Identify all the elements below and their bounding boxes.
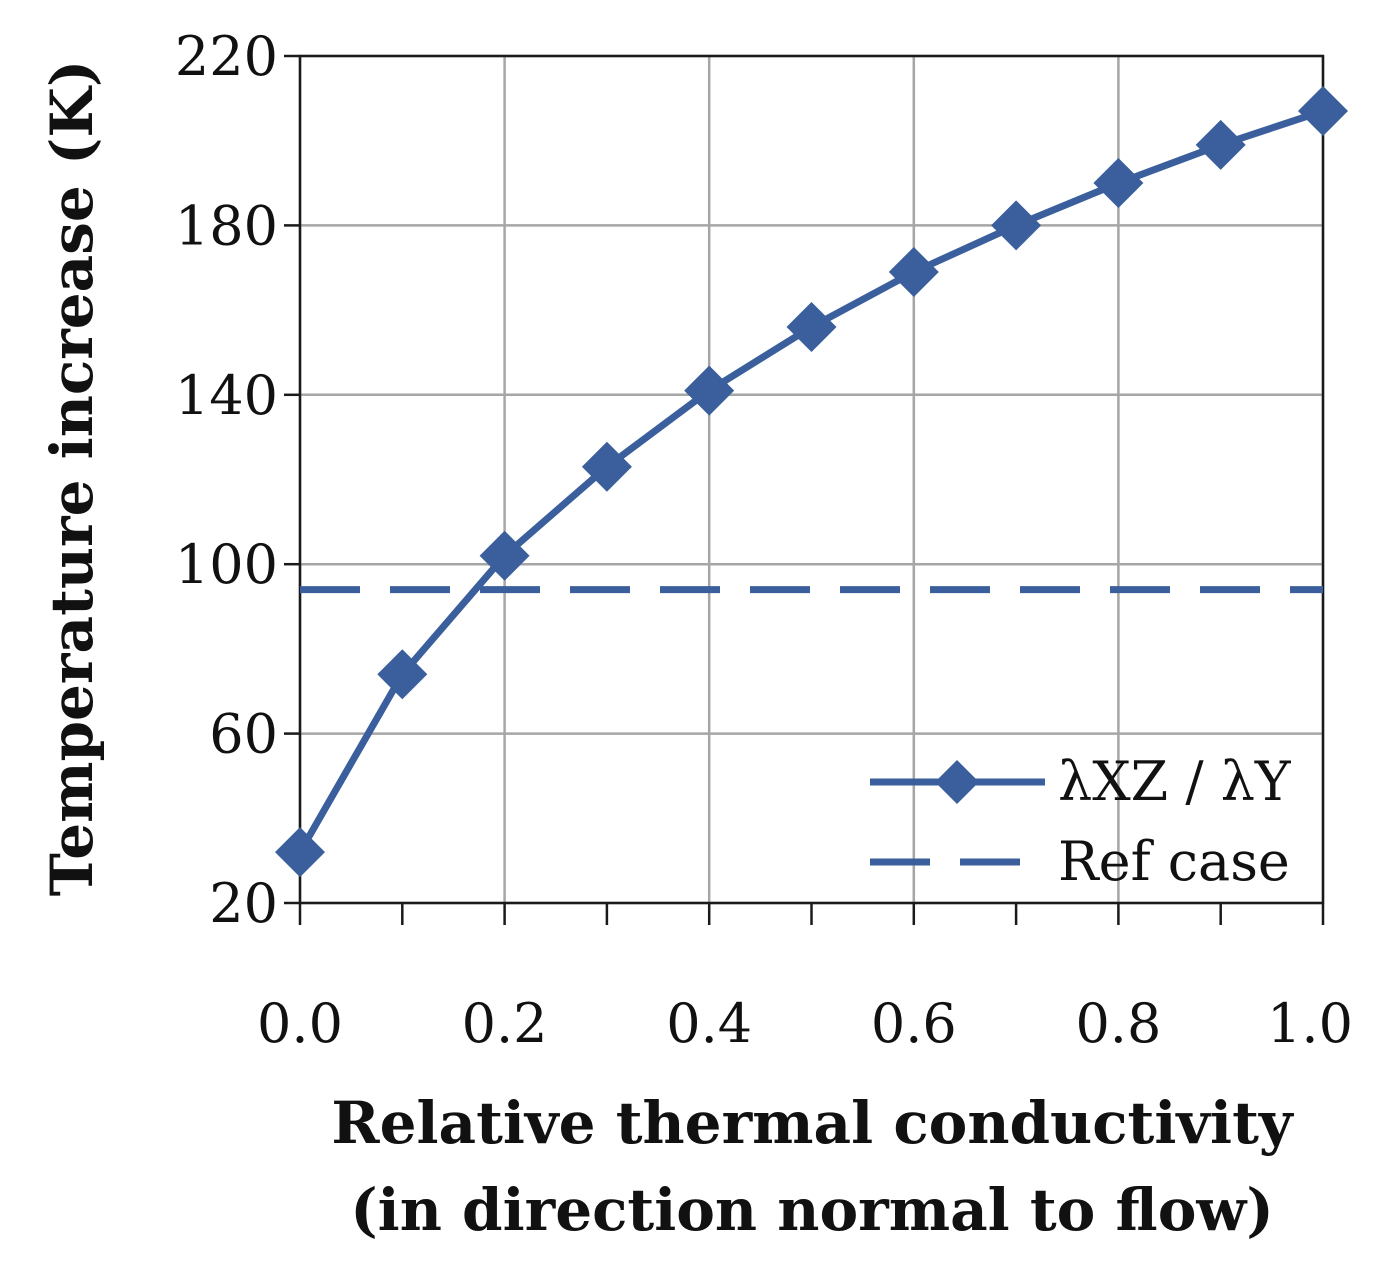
x-tick-label-2: 0.4 — [666, 992, 752, 1055]
y-tick-label-2: 100 — [175, 533, 278, 596]
y-tick-label-5: 220 — [175, 25, 278, 88]
legend: λXZ / λY Ref case — [870, 750, 1292, 893]
x-axis-ticks: 0.0 0.2 0.4 0.6 0.8 1.0 — [257, 903, 1353, 1055]
y-tick-label-1: 60 — [209, 703, 278, 766]
data-point-0 — [275, 827, 325, 878]
x-tick-label-1: 0.2 — [462, 992, 548, 1055]
data-point-10 — [1298, 86, 1348, 137]
data-point-7 — [991, 200, 1042, 251]
y-tick-label-3: 140 — [175, 364, 278, 427]
legend-label-ref-case: Ref case — [1058, 830, 1290, 893]
data-point-4 — [684, 365, 735, 416]
x-axis-title-line-1: Relative thermal conductivity — [331, 1089, 1294, 1157]
y-tick-label-4: 180 — [175, 194, 278, 257]
x-tick-label-5: 1.0 — [1267, 992, 1353, 1055]
y-axis-ticks: 20 60 100 140 180 220 — [175, 25, 300, 935]
x-tick-label-3: 0.6 — [871, 992, 957, 1055]
legend-marker-diamond — [935, 760, 979, 804]
data-point-9 — [1195, 119, 1246, 170]
x-tick-label-4: 0.8 — [1075, 992, 1161, 1055]
y-tick-label-0: 20 — [209, 872, 278, 935]
y-axis-title: Temperature increase (K) — [38, 60, 106, 897]
data-point-3 — [581, 441, 632, 492]
data-point-2 — [479, 530, 530, 581]
series-layer — [275, 86, 1348, 878]
data-point-5 — [786, 302, 837, 353]
series-line-1 — [296, 107, 1325, 854]
data-point-8 — [1093, 158, 1144, 209]
x-axis-title-line-2: (in direction normal to flow) — [350, 1176, 1274, 1244]
x-tick-label-0: 0.0 — [257, 992, 343, 1055]
legend-label-series-1: λXZ / λY — [1058, 750, 1292, 813]
data-point-6 — [888, 246, 939, 297]
data-point-1 — [377, 649, 428, 700]
